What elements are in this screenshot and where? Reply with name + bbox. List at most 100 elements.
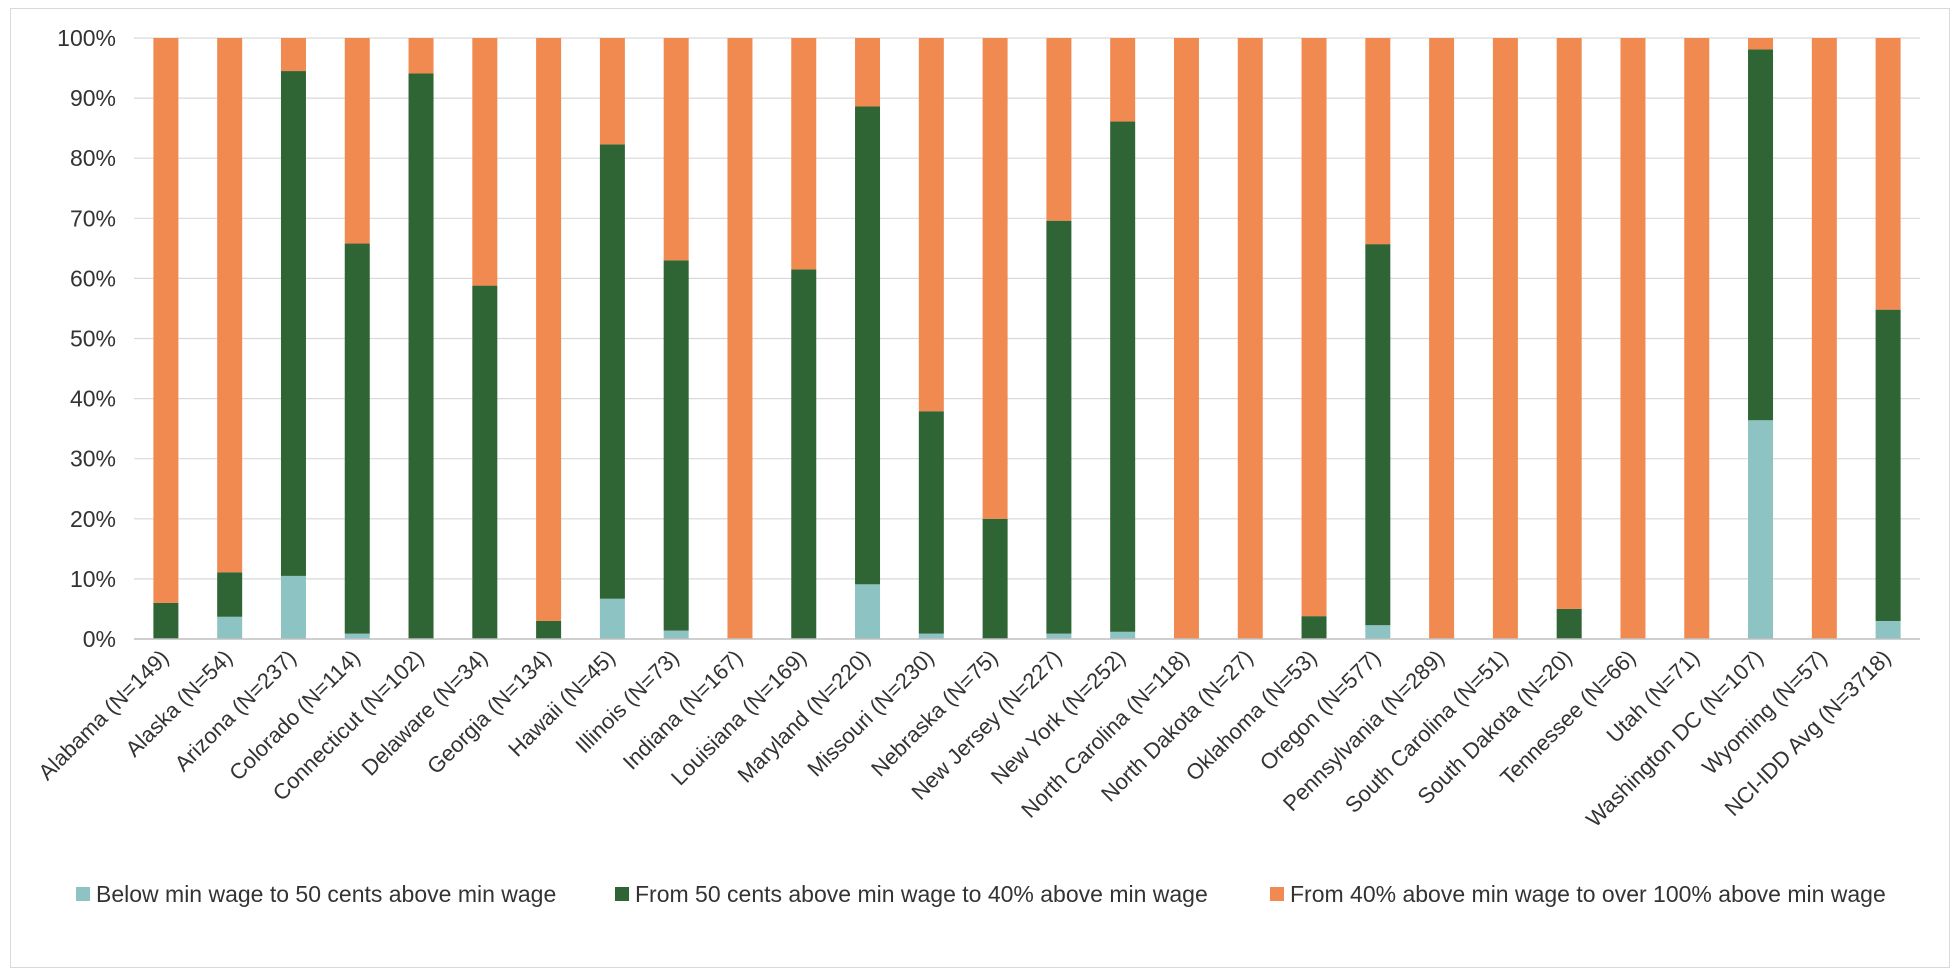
bar-segment-series-2	[408, 73, 434, 640]
bar-segment-series-2	[663, 260, 689, 631]
bar-stack	[217, 38, 243, 639]
bar-segment-series-2	[472, 285, 498, 639]
bar-segment-series-1	[1748, 420, 1774, 639]
y-tick-label: 30%	[70, 446, 116, 472]
legend-swatch	[615, 887, 629, 901]
bar-stack	[855, 38, 881, 639]
y-tick-label: 0%	[83, 626, 116, 652]
bar-stack	[918, 38, 944, 639]
bar-segment-series-1	[217, 616, 243, 639]
bar-segment-series-3	[1748, 38, 1774, 50]
chart-frame	[10, 8, 1950, 968]
bar-stack	[1492, 38, 1518, 639]
bar-segment-series-3	[1492, 38, 1518, 639]
bar-segment-series-1	[1110, 631, 1136, 639]
bar-segment-series-3	[408, 38, 434, 74]
bar-segment-series-2	[536, 620, 562, 639]
bar-stack	[1620, 38, 1646, 639]
bar-segment-series-3	[536, 38, 562, 621]
legend-label: From 40% above min wage to over 100% abo…	[1290, 881, 1886, 907]
bar-segment-series-2	[280, 71, 306, 576]
bar-segment-series-2	[217, 572, 243, 617]
bar-stack	[1811, 38, 1837, 639]
bar-segment-series-3	[1620, 38, 1646, 639]
legend-swatch	[1270, 887, 1284, 901]
legend: Below min wage to 50 cents above min wag…	[76, 881, 1886, 907]
bar-segment-series-2	[1301, 616, 1327, 639]
bar-segment-series-2	[918, 411, 944, 634]
bar-stack	[663, 38, 689, 639]
bar-stack	[599, 38, 625, 639]
bar-stack	[1875, 38, 1901, 639]
bar-segment-series-2	[1046, 220, 1072, 634]
legend-label: From 50 cents above min wage to 40% abov…	[635, 881, 1208, 907]
bar-segment-series-3	[153, 38, 179, 603]
bar-segment-series-3	[982, 38, 1008, 519]
y-tick-label: 10%	[70, 566, 116, 592]
bar-stack	[344, 38, 370, 639]
bar-segment-series-2	[1365, 244, 1391, 626]
bar-segment-series-2	[344, 243, 370, 634]
bar-stack	[1237, 38, 1263, 639]
bar-stack	[1173, 38, 1199, 639]
legend-label: Below min wage to 50 cents above min wag…	[96, 881, 556, 907]
bar-segment-series-2	[1875, 309, 1901, 621]
y-tick-label: 40%	[70, 386, 116, 412]
bar-segment-series-2	[1748, 49, 1774, 421]
bar-stack	[280, 38, 306, 639]
bar-stack	[408, 38, 434, 640]
bar-segment-series-3	[1365, 38, 1391, 245]
bar-segment-series-2	[982, 518, 1008, 639]
bar-segment-series-3	[663, 38, 689, 261]
bar-stack	[1301, 38, 1327, 639]
bar-segment-series-3	[1173, 38, 1199, 639]
bar-segment-series-3	[344, 38, 370, 244]
bar-stack	[1110, 38, 1136, 639]
x-axis-category-labels: Alabama (N=149)Alaska (N=54)Arizona (N=2…	[33, 645, 1895, 832]
bar-segment-series-3	[1301, 38, 1327, 617]
bar-segment-series-1	[918, 633, 944, 639]
bar-stack	[1365, 38, 1391, 639]
bar-segment-series-3	[472, 38, 498, 286]
bar-stack	[791, 38, 817, 639]
bar-stack	[1684, 38, 1710, 639]
bar-stack	[472, 38, 498, 639]
y-tick-label: 50%	[70, 326, 116, 352]
bar-stack	[153, 38, 179, 639]
bar-segment-series-3	[280, 38, 306, 72]
bar-segment-series-3	[1684, 38, 1710, 639]
y-axis-tick-labels: 0% 10% 20% 30% 40% 50% 60% 70% 80% 90% 100%	[57, 25, 116, 652]
bar-stack	[727, 38, 753, 639]
bar-stack	[982, 38, 1008, 639]
bar-segment-series-1	[599, 598, 625, 639]
bar-segment-series-3	[1875, 38, 1901, 310]
bar-segment-series-2	[855, 106, 881, 585]
legend-swatch	[76, 887, 90, 901]
bar-segment-series-1	[1046, 633, 1072, 639]
bar-segment-series-3	[1811, 38, 1837, 639]
y-tick-label: 80%	[70, 145, 116, 171]
y-tick-label: 20%	[70, 506, 116, 532]
bar-stack	[536, 38, 562, 639]
bar-segment-series-3	[599, 38, 625, 145]
bar-stack	[1748, 38, 1774, 639]
y-tick-label: 90%	[70, 85, 116, 111]
bar-segment-series-1	[280, 575, 306, 639]
bar-segment-series-1	[855, 584, 881, 639]
bar-segment-series-3	[855, 38, 881, 107]
bar-segment-series-3	[1046, 38, 1072, 221]
bar-segment-series-2	[153, 602, 179, 639]
bar-segment-series-1	[344, 633, 370, 639]
y-tick-label: 70%	[70, 205, 116, 231]
bar-segment-series-1	[1875, 620, 1901, 639]
bar-segment-series-2	[1556, 608, 1582, 639]
bar-segment-series-3	[918, 38, 944, 412]
bar-segment-series-3	[727, 38, 753, 639]
y-tick-label: 60%	[70, 265, 116, 291]
bar-stack	[1046, 38, 1072, 639]
gridlines	[134, 37, 1920, 580]
bar-segment-series-1	[1365, 625, 1391, 639]
bar-segment-series-3	[1110, 38, 1136, 122]
bar-segment-series-2	[599, 144, 625, 599]
